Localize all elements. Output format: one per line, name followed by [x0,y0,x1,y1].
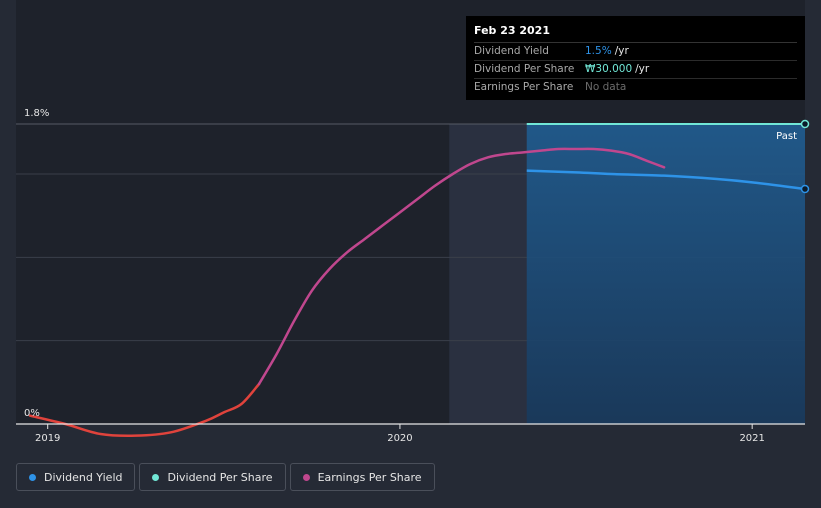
legend-label: Dividend Yield [44,470,123,484]
tooltip-value: ₩30.000 [585,63,633,75]
dividend-per-share-endpoint [800,119,810,129]
y-tick-label-min: 0% [24,408,40,419]
legend-label: Earnings Per Share [317,470,422,484]
dividend-yield-endpoint [800,184,810,194]
past-label: Past [776,131,797,142]
legend: Dividend Yield Dividend Per Share Earnin… [16,463,435,491]
dividend-yield-area [526,124,805,424]
tooltip-label: Dividend Yield [474,45,549,57]
tooltip-date: Feb 23 2021 [474,22,797,43]
tooltip-label: Dividend Per Share [474,63,575,75]
legend-item-dividend-per-share[interactable]: Dividend Per Share [139,463,286,491]
tooltip-unit: /yr [635,63,650,75]
legend-item-earnings-per-share[interactable]: Earnings Per Share [289,463,435,491]
tooltip-unit: /yr [614,45,629,57]
earnings-per-share-line [257,147,666,386]
x-tick-label: 2021 [739,433,764,444]
x-tick-label: 2019 [35,433,60,444]
tooltip-row-dividend-yield: Dividend Yield 1.5% /yr [474,43,797,61]
tooltip: Feb 23 2021 Dividend Yield 1.5% /yr Divi… [466,16,805,100]
tooltip-value: 1.5% [585,45,612,57]
tooltip-value: No data [585,81,627,93]
x-tick-label: 2020 [387,433,412,444]
legend-dot-icon [152,473,160,481]
tooltip-row-earnings-per-share: Earnings Per Share No data [474,79,797,96]
earnings-per-share-line-early [28,382,261,438]
legend-label: Dividend Per Share [167,470,273,484]
dividend-yield-line [526,169,806,191]
tooltip-row-dividend-per-share: Dividend Per Share ₩30.000 /yr [474,61,797,79]
legend-item-dividend-yield[interactable]: Dividend Yield [16,463,136,491]
legend-dot-icon [302,473,310,481]
tooltip-label: Earnings Per Share [474,81,574,93]
legend-dot-icon [29,473,36,481]
y-tick-label-max: 1.8% [24,108,49,119]
